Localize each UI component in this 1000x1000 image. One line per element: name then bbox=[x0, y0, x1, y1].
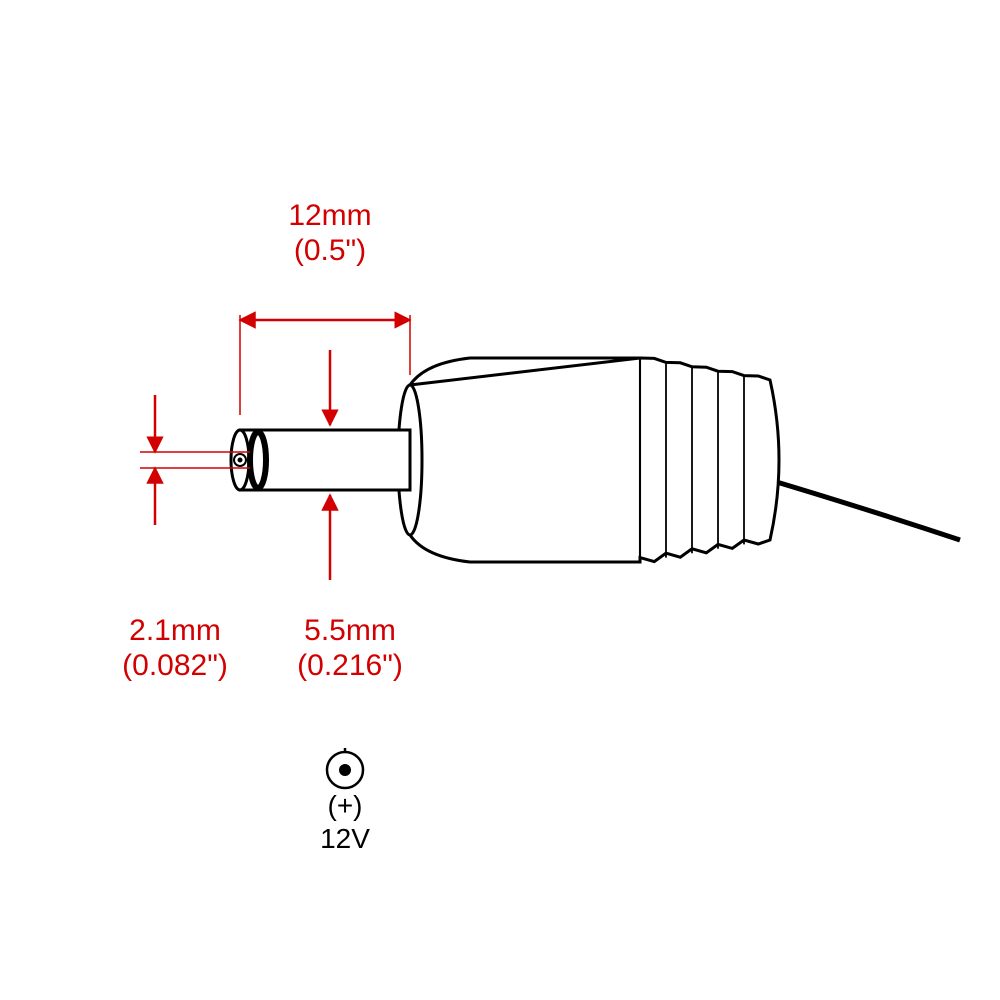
connector-body bbox=[410, 358, 779, 562]
polarity-plus-label: (+) bbox=[328, 790, 363, 821]
dim-outer-inch: (0.216") bbox=[297, 649, 403, 682]
dim-length-inch: (0.5") bbox=[294, 234, 366, 267]
cable bbox=[770, 480, 960, 540]
polarity-voltage-label: 12V bbox=[320, 823, 370, 854]
center-pin-dot bbox=[238, 458, 243, 463]
dim-outer-mm: 5.5mm bbox=[304, 614, 396, 647]
polarity-center-dot bbox=[339, 764, 351, 776]
dim-inner-mm: 2.1mm bbox=[129, 614, 221, 647]
dim-inner-inch: (0.082") bbox=[122, 649, 228, 682]
dim-length-mm: 12mm bbox=[288, 199, 371, 232]
